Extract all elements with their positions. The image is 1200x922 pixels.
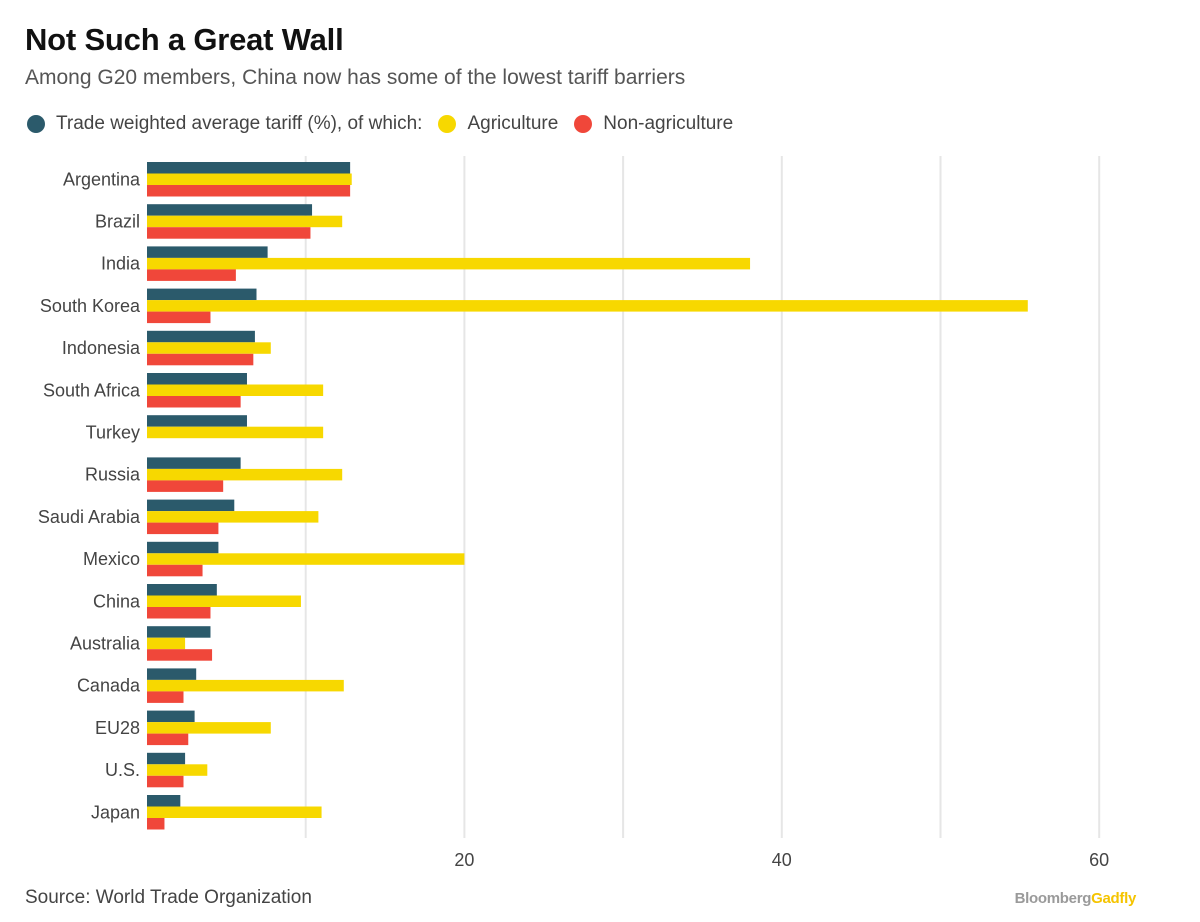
category-label-argentina: Argentina [63,169,141,189]
bar-indonesia-total [147,330,255,343]
legend-item-trade-weighted: Trade weighted average tariff (%), of wh… [27,113,422,135]
bar-indonesia-agriculture [147,342,271,354]
bar-south-africa-non-agriculture [147,396,241,408]
legend-item-non-agriculture: Non-agriculture [574,113,733,135]
bar-japan-agriculture [147,806,322,818]
bar-canada-agriculture [147,679,344,692]
bar-argentina-agriculture [147,173,352,185]
category-label-brazil: Brazil [95,211,140,231]
chart-subtitle: Among G20 members, China now has some of… [25,66,686,89]
bar-saudi-arabia-non-agriculture [147,522,219,535]
bar-mexico-total [147,541,219,554]
bar-mexico-agriculture [147,553,465,565]
legend-label-non-agriculture: Non-agriculture [603,113,734,134]
bar-china-agriculture [147,595,301,607]
category-label-u-s-: U.S. [105,760,140,780]
bar-south-korea-total [147,288,257,301]
bar-australia-non-agriculture [147,649,213,661]
bar-russia-non-agriculture [147,480,224,492]
bar-australia-agriculture [147,637,186,650]
category-label-south-korea: South Korea [40,296,141,316]
bar-china-total [147,584,217,596]
brand-part-2: Gadfly [1091,890,1136,907]
bar-chart: Argentina Brazil India South Korea Indonesia… [38,156,1109,870]
bar-south-africa-agriculture [147,384,324,396]
bar-brazil-total [147,204,313,216]
bar-australia-total [147,626,211,638]
bar-u-s--agriculture [147,764,208,776]
x-tick-label-40: 40 [772,850,792,870]
bar-argentina-total [147,162,351,174]
category-label-indonesia: Indonesia [62,338,141,358]
bar-japan-total [147,795,181,807]
category-label-turkey: Turkey [86,422,140,442]
bar-russia-agriculture [147,468,343,481]
bar-japan-non-agriculture [147,818,165,830]
legend-dot-agriculture [438,115,457,133]
bar-china-non-agriculture [147,607,211,619]
legend-label-trade-weighted: Trade weighted average tariff (%), of wh… [56,113,423,134]
chart-title: Not Such a Great Wall [25,22,344,57]
bar-south-korea-agriculture [147,300,1028,312]
category-label-eu28: EU28 [95,718,140,738]
category-label-japan: Japan [91,802,140,822]
bar-eu28-total [147,710,195,723]
bar-u-s--non-agriculture [147,775,184,788]
legend-dot-non-agriculture [574,115,593,133]
category-label-china: China [93,591,141,611]
bar-eu28-non-agriculture [147,733,189,746]
category-label-russia: Russia [85,465,141,485]
category-label-south-africa: South Africa [43,380,141,400]
bar-india-non-agriculture [147,269,236,281]
bar-turkey-total [147,415,247,427]
bar-mexico-non-agriculture [147,564,203,577]
bar-south-africa-total [147,373,247,385]
legend-item-agriculture: Agriculture [438,113,558,135]
brand-part-1: Bloomberg [1014,890,1092,907]
bar-argentina-non-agriculture [147,185,351,197]
bar-south-korea-non-agriculture [147,311,211,324]
x-tick-label-20: 20 [454,850,474,870]
source-note: Source: World Trade Organization [25,887,312,908]
category-label-canada: Canada [77,676,141,696]
bar-brazil-non-agriculture [147,227,311,239]
bar-saudi-arabia-agriculture [147,511,319,523]
bar-india-agriculture [147,257,751,270]
legend-dot-trade-weighted [27,115,45,133]
bar-u-s--total [147,752,186,765]
bar-russia-total [147,457,241,469]
bar-saudi-arabia-total [147,499,235,512]
category-label-saudi-arabia: Saudi Arabia [38,507,141,527]
legend: Trade weighted average tariff (%), of wh… [27,112,749,136]
legend-label-agriculture: Agriculture [467,113,559,134]
bar-canada-non-agriculture [147,691,184,703]
bar-canada-total [147,668,197,680]
x-tick-label-60: 60 [1089,850,1109,870]
bar-india-total [147,246,268,258]
category-label-australia: Australia [70,633,141,653]
category-label-mexico: Mexico [83,549,140,569]
bar-brazil-agriculture [147,215,343,228]
category-label-india: India [101,254,141,274]
bar-turkey-agriculture [147,426,324,439]
bar-eu28-agriculture [147,722,271,734]
brand-logo: BloombergGadfly [1014,890,1137,907]
bar-indonesia-non-agriculture [147,353,254,366]
